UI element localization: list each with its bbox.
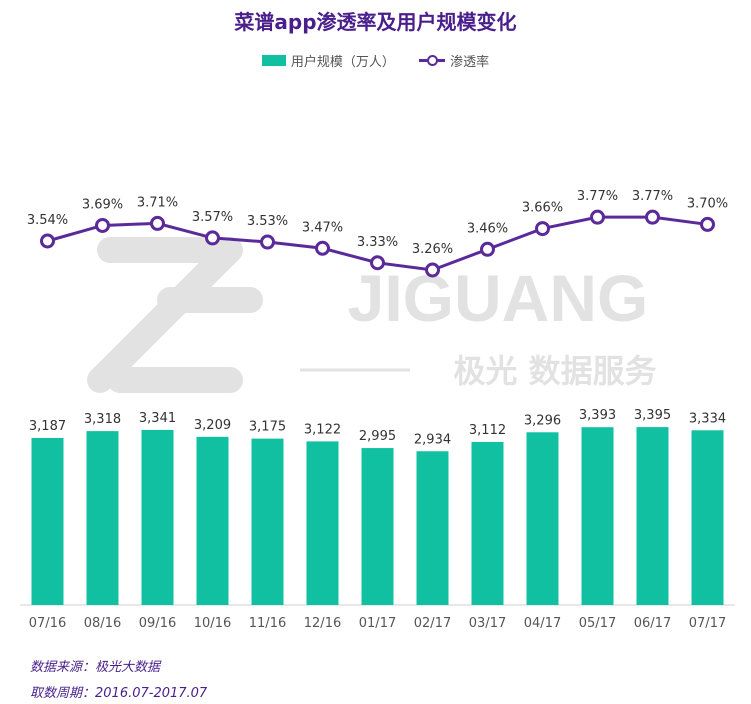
- line-value-label: 3.54%: [27, 213, 68, 228]
- bar: [471, 441, 504, 605]
- bar-value-label: 3,187: [29, 419, 66, 434]
- line-value-label: 3.53%: [247, 214, 288, 229]
- footer-source: 数据来源：极光大数据: [30, 660, 161, 675]
- bar-value-label: 3,341: [139, 411, 176, 426]
- legend-label-penetration: 渗透率: [450, 55, 490, 70]
- line-point: [425, 262, 440, 278]
- watermark-logo: JIGUANG 极光 数据服务: [87, 237, 657, 393]
- line-value-label: 3.69%: [82, 197, 123, 212]
- bar-value-label: 3,175: [249, 420, 286, 435]
- line-value-label: 3.47%: [302, 220, 343, 235]
- bar-value-label: 3,296: [524, 413, 561, 428]
- line-point: [150, 215, 165, 231]
- bar: [361, 448, 394, 605]
- x-tick-label: 03/17: [469, 616, 506, 631]
- line-point: [645, 209, 660, 225]
- bar: [416, 451, 449, 605]
- bar-value-label: 3,209: [194, 418, 231, 433]
- line-value-label: 3.26%: [412, 242, 453, 257]
- line-value-label: 3.77%: [632, 189, 673, 204]
- bar: [86, 431, 119, 605]
- bar-value-label: 3,393: [579, 408, 616, 423]
- line-point: [205, 230, 220, 246]
- x-tick-label: 05/17: [579, 616, 616, 631]
- bar: [691, 430, 724, 605]
- bar-value-label: 3,112: [469, 423, 506, 438]
- x-tick-label: 02/17: [414, 616, 451, 631]
- x-tick-label: 12/16: [304, 616, 341, 631]
- line-value-label: 3.77%: [577, 189, 618, 204]
- line-point: [315, 240, 330, 256]
- x-tick-label: 06/17: [634, 616, 671, 631]
- x-tick-label: 04/17: [524, 616, 561, 631]
- line-value-label: 3.46%: [467, 221, 508, 236]
- x-tick-label: 11/16: [249, 616, 286, 631]
- legend-label-users: 用户规模（万人）: [290, 55, 395, 70]
- bar-value-label: 2,995: [359, 429, 396, 444]
- x-tick-label: 08/16: [84, 616, 121, 631]
- watermark-subtitle: 极光 数据服务: [453, 352, 656, 390]
- legend-item-users: 用户规模（万人）: [261, 51, 395, 70]
- x-tick-label: 10/16: [194, 616, 231, 631]
- line-point: [535, 221, 550, 237]
- bar: [251, 438, 284, 605]
- bar: [581, 427, 614, 605]
- legend-item-penetration: 渗透率: [419, 51, 489, 70]
- bar: [526, 432, 559, 605]
- bar: [196, 436, 229, 605]
- line-value-label: 3.70%: [687, 196, 728, 211]
- line-point: [370, 255, 385, 271]
- line-value-label: 3.71%: [137, 195, 178, 210]
- line-point: [40, 233, 55, 249]
- chart-title: 菜谱app渗透率及用户规模变化: [234, 10, 517, 34]
- chart-legend: 用户规模（万人） 渗透率: [0, 51, 751, 70]
- line-point: [95, 217, 110, 233]
- bar-value-label: 3,334: [689, 411, 726, 426]
- line-point: [590, 209, 605, 225]
- bar: [636, 427, 669, 605]
- legend-swatch-bar: [261, 55, 286, 66]
- x-tick-label: 09/16: [139, 616, 176, 631]
- watermark-swirl-icon: [87, 237, 263, 393]
- line-point: [480, 241, 495, 257]
- line-point: [700, 216, 715, 232]
- line-value-label: 3.57%: [192, 210, 233, 225]
- x-tick-label: 07/17: [689, 616, 726, 631]
- bar-value-label: 3,122: [304, 422, 341, 437]
- legend-line-marker: [419, 55, 446, 66]
- bar: [306, 441, 339, 605]
- watermark-brand: JIGUANG: [348, 261, 649, 335]
- line-point: [260, 234, 275, 250]
- bar-value-label: 2,934: [414, 432, 451, 447]
- x-tick-label: 01/17: [359, 616, 396, 631]
- bar-value-label: 3,318: [84, 412, 121, 427]
- line-value-label: 3.66%: [522, 201, 563, 216]
- bar: [141, 429, 174, 605]
- bar-value-label: 3,395: [634, 408, 671, 423]
- bar: [31, 438, 64, 605]
- line-value-label: 3.33%: [357, 235, 398, 250]
- x-tick-label: 07/16: [29, 616, 66, 631]
- footer-period: 取数周期：2016.07-2017.07: [30, 686, 208, 701]
